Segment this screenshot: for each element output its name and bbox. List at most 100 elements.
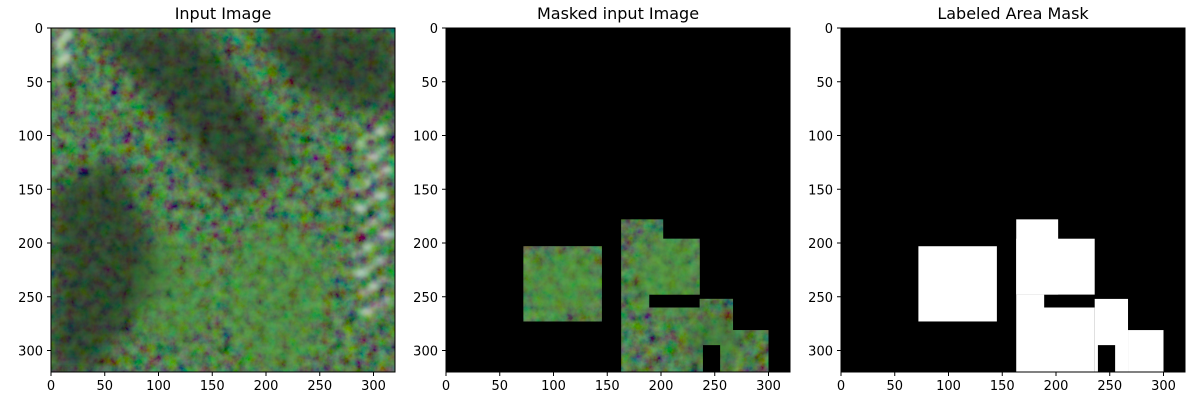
y-tick-label: 300 — [18, 345, 43, 360]
x-tick-label: 150 — [990, 379, 1015, 394]
x-tick-label: 250 — [702, 379, 727, 394]
y-tick-label: 250 — [808, 291, 833, 306]
bright-canopy — [137, 221, 331, 372]
input-image — [51, 28, 395, 372]
snow-speck — [356, 140, 365, 149]
y-tick-label: 250 — [413, 291, 438, 306]
snow-speck — [351, 187, 364, 192]
y-tick-label: 50 — [421, 76, 438, 91]
x-tick-label: 200 — [1044, 379, 1069, 394]
snow-speck — [56, 62, 65, 67]
axes: 0 50 100 150 200 250 300 0 50 100 150 200 250 300 — [413, 22, 791, 394]
axes: 0 50 100 150 200 250 300 0 50 100 150 200 250 300 — [18, 22, 396, 394]
snow-speck — [378, 230, 395, 239]
y-tick-label: 250 — [18, 291, 43, 306]
snow-speck — [368, 174, 385, 179]
forest-texture — [51, 28, 395, 372]
green-highlight — [682, 312, 747, 367]
mask-hole — [1097, 345, 1116, 372]
axes-frame — [445, 27, 791, 373]
snow-speck — [349, 251, 366, 256]
hidden-region — [702, 345, 721, 372]
axes-frame — [50, 27, 396, 373]
green-highlight — [523, 246, 606, 322]
x-tick-label: 300 — [1151, 379, 1176, 394]
snow-speck — [60, 30, 73, 39]
panel-labeled-area-mask: Labeled Area Mask 0 50 100 150 200 250 300 0 50 1… — [808, 4, 1186, 394]
snow-speck — [361, 243, 374, 252]
snow-speck — [366, 200, 375, 205]
panel-title: Labeled Area Mask — [937, 4, 1089, 23]
x-tick-label: 100 — [541, 379, 566, 394]
y-tick-label: 50 — [816, 76, 833, 91]
mask-region — [918, 246, 997, 322]
y-tick-label: 0 — [35, 22, 43, 37]
shadow-band — [94, 28, 288, 200]
y-tick-label: 200 — [808, 237, 833, 252]
mask-region — [1016, 307, 1095, 372]
snow-speck — [364, 264, 377, 269]
y-tick-label: 0 — [430, 22, 438, 37]
mask-region — [1016, 238, 1095, 295]
y-tick-label: 100 — [413, 130, 438, 145]
y-tick-label: 200 — [18, 237, 43, 252]
x-tick-label: 250 — [1097, 379, 1122, 394]
snow-speck — [377, 148, 390, 153]
snow-speck — [375, 256, 384, 265]
snow-speck — [365, 153, 382, 161]
masked-image — [446, 28, 790, 372]
panel-title: Input Image — [175, 4, 272, 23]
bright-canopy-patch — [223, 221, 331, 372]
panel-masked-input-image: Masked input Image 0 50 100 150 200 250 300 0 50… — [413, 4, 791, 394]
snow-speck — [369, 217, 378, 226]
snow-speck — [370, 303, 383, 308]
x-tick-label: 300 — [361, 379, 386, 394]
x-tick-label: 100 — [936, 379, 961, 394]
mask-background — [841, 28, 1185, 372]
snow-speck — [372, 238, 381, 243]
snow-speck — [359, 307, 376, 316]
x-tick-label: 250 — [307, 379, 332, 394]
snow-speck — [354, 204, 367, 213]
x-tick-label: 50 — [96, 379, 113, 394]
x-tick-label: 150 — [595, 379, 620, 394]
y-tick-label: 150 — [18, 183, 43, 198]
snow-speck — [373, 127, 386, 136]
shadow-band — [51, 157, 170, 372]
x-tick-label: 50 — [491, 379, 508, 394]
x-tick-label: 200 — [254, 379, 279, 394]
x-tick-label: 0 — [837, 379, 845, 394]
x-tick-label: 100 — [146, 379, 171, 394]
axes-frame — [840, 27, 1186, 373]
y-tick-label: 300 — [808, 345, 833, 360]
bright-canopy-patch — [137, 232, 213, 351]
snow-speck — [362, 135, 379, 140]
snow-speck — [54, 38, 71, 43]
snow-speck — [375, 213, 392, 218]
x-tick-label: 0 — [47, 379, 55, 394]
snow-speck — [363, 178, 372, 187]
snow-speck — [359, 161, 368, 166]
x-tick-label: 300 — [756, 379, 781, 394]
x-tick-label: 200 — [649, 379, 674, 394]
label-mask — [841, 28, 1185, 372]
axes: 0 50 100 150 200 250 300 0 50 100 150 200 250 300 — [808, 22, 1186, 394]
mask-background — [446, 28, 790, 372]
panel-input-image: Input Image 0 50 100 150 200 250 300 0 50 100 150 2… — [18, 4, 396, 394]
snow-speck — [371, 191, 388, 200]
y-tick-label: 100 — [18, 130, 43, 145]
snow-speck — [355, 290, 372, 295]
y-tick-label: 50 — [26, 76, 43, 91]
mask-region — [1128, 330, 1164, 372]
snow-speck — [54, 42, 63, 51]
y-tick-label: 200 — [413, 237, 438, 252]
y-tick-label: 150 — [808, 183, 833, 198]
x-tick-label: 150 — [200, 379, 225, 394]
snow-speck — [55, 54, 72, 63]
y-tick-label: 0 — [825, 22, 833, 37]
snow-speck — [357, 225, 370, 230]
panel-title: Masked input Image — [537, 4, 699, 23]
snow-patches — [53, 28, 395, 316]
